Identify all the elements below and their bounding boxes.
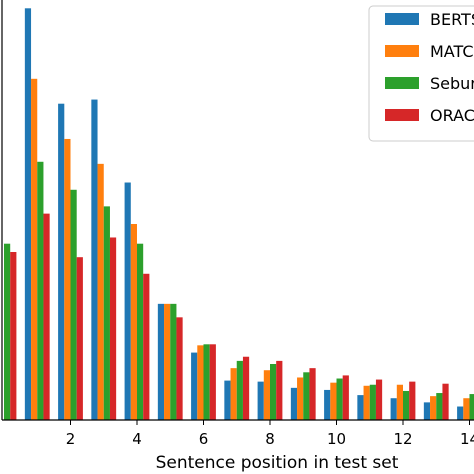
bar-orac-8	[276, 360, 283, 420]
bar-sebur-4	[136, 243, 144, 420]
bar-orac-9	[309, 368, 316, 420]
bar-sebur-10	[336, 378, 343, 420]
bar-berts-10	[324, 389, 331, 420]
bar-orac-10	[342, 375, 349, 420]
legend-items: BERTS MATC Sebur ORAC	[385, 10, 474, 125]
bar-orac-11	[375, 379, 383, 420]
legend-label-matc: MATC	[430, 42, 474, 61]
x-tick-label-10: 10	[327, 430, 346, 448]
bar-berts-8	[257, 381, 264, 420]
legend: BERTS MATC Sebur ORAC	[368, 5, 474, 142]
bar-sebur-2	[70, 189, 77, 420]
legend-label-sebur: Sebur	[430, 74, 474, 93]
legend-label-orac: ORAC	[430, 106, 474, 125]
x-tick-label-6: 6	[199, 430, 209, 448]
x-tick-label-8: 8	[265, 430, 275, 448]
bar-matc-10	[330, 382, 337, 420]
bar-orac-4	[143, 273, 150, 420]
bar-matc-6	[197, 345, 204, 420]
bar-berts-9	[290, 387, 298, 420]
bar-sebur-8	[270, 364, 277, 420]
bar-berts-1	[24, 8, 32, 421]
bar-berts-7	[224, 380, 231, 420]
x-axis-label: Sentence position in test set	[156, 453, 399, 473]
bar-matc-7	[230, 368, 237, 420]
bar-matc-5	[164, 303, 171, 420]
bar-matc-3	[97, 163, 104, 420]
bar-sebur-1	[37, 161, 44, 420]
bar-berts-3	[91, 99, 98, 420]
bar-orac-7	[242, 356, 250, 420]
bar-orac-6	[209, 344, 216, 420]
bar-berts-2	[58, 103, 65, 420]
bar-sebur-5	[170, 303, 177, 420]
bar-berts-5	[157, 303, 165, 420]
bar-berts-12	[390, 398, 397, 420]
bar-orac-2	[76, 257, 83, 420]
bar-sebur-6	[203, 344, 210, 420]
bar-berts-14	[457, 406, 464, 420]
bar-matc-11	[363, 385, 370, 420]
bar-matc-9	[297, 377, 304, 420]
bar-sebur-14	[469, 394, 474, 420]
bar-sebur-12	[403, 390, 410, 420]
bar-orac-13	[442, 383, 449, 420]
bar-sebur-9	[303, 372, 310, 420]
bar-matc-8	[263, 370, 270, 420]
x-tick-label-14: 14	[460, 430, 474, 448]
bar-sebur-0	[4, 243, 11, 420]
bars-layer	[4, 8, 474, 421]
bar-orac-0	[10, 252, 17, 420]
bar-sebur-7	[236, 360, 243, 420]
axes-layer: 2 4 6 8 10 12 14	[1, 0, 474, 448]
legend-swatch-berts	[385, 13, 419, 25]
bar-orac-12	[409, 381, 416, 420]
bar-matc-14	[463, 398, 470, 420]
legend-frame	[368, 5, 474, 142]
bar-matc-12	[396, 384, 403, 420]
legend-swatch-matc	[385, 45, 419, 57]
bar-sebur-11	[369, 384, 376, 420]
x-tick-label-2: 2	[66, 430, 76, 448]
bar-orac-1	[43, 213, 50, 420]
bar-berts-11	[357, 395, 364, 420]
bar-berts-4	[124, 182, 131, 420]
bar-orac-5	[176, 317, 183, 420]
x-tick-label-12: 12	[393, 430, 412, 448]
bar-sebur-13	[436, 393, 443, 420]
bar-orac-3	[109, 237, 117, 420]
bar-matc-2	[64, 138, 71, 420]
bar-matc-13	[430, 396, 437, 420]
bar-berts-13	[423, 402, 431, 420]
bar-matc-4	[130, 224, 137, 420]
legend-label-berts: BERTS	[430, 10, 474, 29]
bar-sebur-3	[103, 206, 110, 420]
x-tick-label-4: 4	[132, 430, 142, 448]
bar-matc-1	[31, 78, 38, 420]
legend-swatch-orac	[385, 109, 419, 121]
legend-swatch-sebur	[385, 77, 419, 89]
bar-berts-6	[191, 352, 198, 420]
